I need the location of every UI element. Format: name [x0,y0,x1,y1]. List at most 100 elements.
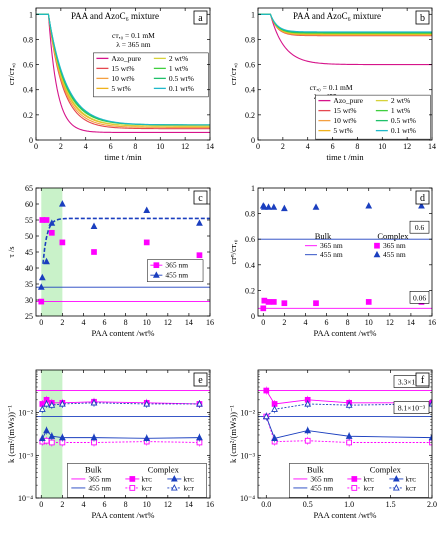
x-tick-label: 4 [81,318,85,327]
legend-entry: kᴛᴄ [141,474,152,483]
data-point [129,485,136,491]
y-axis-label: cᴛ/cᴛ,₀ [6,63,16,85]
y-tick-label: 0.2 [23,111,33,120]
legend-entry: 365 nm [165,261,188,270]
y-tick-label: 0.4 [245,86,255,95]
data-point [265,299,272,305]
legend-entry: 5 wt% [111,84,130,93]
y-tick-label: 0.6 [245,235,255,244]
x-axis-label: PAA content /wt% [92,510,155,520]
panel-label: d [420,193,425,204]
y-tick-label: 0.6 [23,61,33,70]
data-point [143,434,151,441]
legend-entry: 455 nm [310,483,333,492]
series-line [41,429,200,439]
legend-entry: 365 nm [88,474,111,483]
legend-entry: 0.5 wt% [169,74,194,83]
legend-entry: 365 nm [383,241,406,250]
series-line [258,13,432,34]
legend-entry: 0.5 wt% [391,116,416,125]
x-tick-label: 4 [306,142,310,151]
annotation-text: 3.3×10⁻² [398,378,426,387]
annotation-text: 8.1×10⁻³ [398,404,426,413]
plot-area [36,13,210,134]
data-point [304,400,312,407]
series-line [36,13,210,126]
series-line [258,13,432,33]
data-point [90,222,98,230]
series-line [36,13,210,134]
y-axis-label: τ /s [6,246,16,257]
data-point [153,262,160,269]
x-tick-label: 1.5 [386,500,396,509]
data-point [351,476,358,482]
data-point [58,400,66,407]
x-tick-label: 2 [281,142,285,151]
y-tick-label: 50 [25,232,33,241]
panel-label: b [420,13,425,24]
legend-header: Bulk [307,464,324,474]
data-point [271,434,278,441]
data-point [196,433,203,441]
plot-frame [257,7,433,141]
data-point [351,485,358,491]
data-point [345,432,353,439]
legend-box [67,463,207,498]
legend-entry: 0.1 wt% [391,126,416,135]
legend-entry: 15 wt% [111,64,134,73]
plot-frame [257,369,433,499]
panel-label: a [198,13,203,24]
data-point [43,426,50,434]
panel-label-box [415,10,430,25]
data-point [196,252,203,259]
legend-entry: 2 wt% [169,54,188,63]
x-tick-label: 0 [261,318,265,327]
data-point [43,217,50,223]
data-point [418,202,425,209]
y-tick-label: 0 [251,312,255,321]
data-point [48,401,56,408]
chart-parameter: λ = 365 nm [116,40,150,49]
panel-label-box [193,372,208,387]
data-point [304,426,312,434]
legend-entry: 10 wt% [333,116,356,125]
panel-label-box [415,372,430,387]
y-tick-label: 65 [25,184,33,193]
legend-entry: 455 nm [165,271,188,280]
y-tick-label: 10⁻³ [18,451,33,460]
plot-area [36,188,210,316]
x-tick-label: 14 [185,500,193,509]
y-tick-label: 0.8 [23,35,33,44]
x-tick-label: 0.0 [261,500,271,509]
panel-label: e [198,375,203,386]
y-tick-label: 0.4 [245,261,255,270]
panel-label-box [193,10,208,25]
data-point [280,204,288,212]
x-tick-label: 0 [39,318,43,327]
data-point [345,401,353,408]
x-tick-label: 8 [346,318,350,327]
series-line [42,440,200,443]
x-tick-label: 14 [407,318,415,327]
y-tick-label: 10⁻⁴ [18,494,33,503]
data-point [152,271,160,278]
data-point [129,476,136,482]
chart-title: PAA and AzoC₆ mixture [71,11,159,21]
legend-entry: Azo_pure [333,96,363,105]
panel-label-box [193,190,208,205]
plot-area [36,370,210,498]
legend-header: Bulk [85,464,102,474]
legend-entry: kᴛᴄ [183,474,194,483]
legend-entry: 15 wt% [333,106,356,115]
x-tick-label: 6 [103,500,107,509]
x-axis-label: time t /min [104,152,142,162]
series-line [258,13,432,66]
data-point [59,239,66,246]
data-point [43,400,50,407]
y-tick-label: 0.8 [245,35,255,44]
data-point [38,273,46,281]
